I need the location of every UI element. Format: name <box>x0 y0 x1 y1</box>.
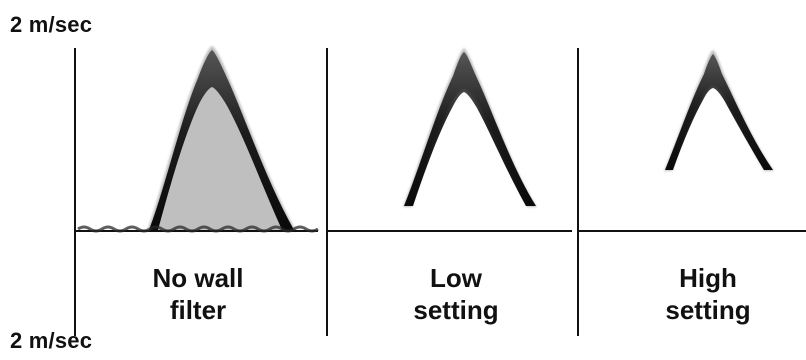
low-velocity-clutter <box>77 225 319 233</box>
top-scale-label: 2 m/sec <box>10 12 93 37</box>
panel-2-spectral-waveform <box>403 48 537 207</box>
panel-1-spectral-waveform <box>77 46 319 233</box>
panel-2-label-line1: Low <box>430 263 482 293</box>
panel-axes <box>74 48 806 336</box>
panel-1-label-line1: No wall <box>152 263 244 293</box>
panel-3-waveform-band <box>665 54 773 170</box>
panel-3-label-line1: High <box>679 263 737 293</box>
panel-3-label: High setting <box>608 262 806 326</box>
panel-3-spectral-waveform <box>664 50 774 171</box>
panel-2-label: Low setting <box>356 262 556 326</box>
panel-1-waveform-band <box>149 50 294 230</box>
bottom-scale-label: 2 m/sec <box>10 328 93 353</box>
panel-3-label-line2: setting <box>665 295 751 325</box>
panel-2-waveform-band <box>404 52 536 206</box>
panel-1-waveform-halo <box>147 46 296 231</box>
panel-1-label: No wall filter <box>98 262 298 326</box>
panel-1-label-line2: filter <box>169 295 227 325</box>
panel-2-label-line2: setting <box>413 295 499 325</box>
